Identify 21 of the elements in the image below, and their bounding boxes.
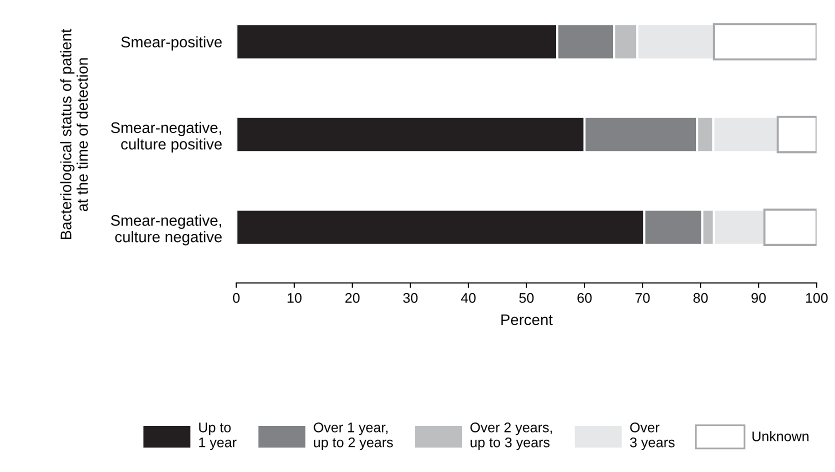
y-tick-label: Smear-positive: [121, 36, 222, 50]
x-tick-label: 60: [577, 293, 592, 303]
x-tick-label: 80: [693, 293, 708, 303]
y-tick-label: Smear-negative, culture positive: [111, 122, 222, 153]
legend-label: Over 2 years, up to 3 years: [470, 422, 552, 450]
legend-label: Over 1 year, up to 2 years: [314, 422, 393, 450]
x-tick-label: 50: [519, 293, 534, 303]
x-tick-label: 20: [345, 293, 360, 303]
x-tick-label: 100: [806, 293, 828, 303]
x-axis-title: Percent: [501, 314, 553, 326]
y-axis-title: Bacteriological status of patient at the time of detection: [60, 28, 88, 239]
x-tick-label: 10: [288, 293, 302, 303]
x-tick-label: 0: [232, 293, 240, 303]
legend-label: Over 3 years: [630, 422, 675, 450]
x-tick-label: 30: [403, 293, 418, 303]
x-tick-label: 90: [752, 293, 766, 303]
x-tick-label: 70: [636, 293, 650, 303]
y-tick-label: Smear-negative, culture negative: [111, 214, 222, 246]
x-tick-label: 40: [461, 293, 476, 303]
legend-label: Unknown: [752, 431, 808, 442]
legend-label: Up to 1 year: [199, 422, 236, 450]
